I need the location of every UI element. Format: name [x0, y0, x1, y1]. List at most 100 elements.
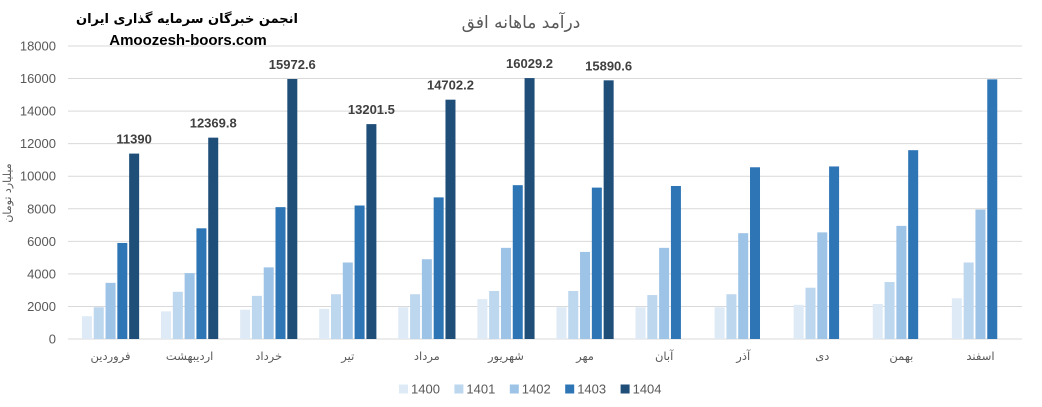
bar-series-1400-month-9 — [714, 307, 725, 339]
bar-series-1403-month-11 — [908, 150, 919, 339]
data-label-series-1404-month-5: 14702.2 — [427, 78, 474, 93]
bar-series-1404-month-5 — [445, 99, 456, 340]
y-tick-label: 14000 — [20, 104, 56, 119]
x-tick-label-month-9: آذر — [735, 349, 751, 364]
bar-series-1403-month-2 — [196, 228, 207, 339]
bar-series-1400-month-5 — [398, 307, 409, 339]
bar-series-1403-month-9 — [750, 167, 761, 339]
legend-label-1404: 1404 — [633, 382, 662, 397]
bar-series-1402-month-1 — [105, 282, 116, 339]
x-tick-label-month-1: فروردین — [91, 349, 131, 364]
y-tick-label: 10000 — [20, 169, 56, 184]
data-label-series-1404-month-6: 16029.2 — [506, 56, 553, 71]
bar-series-1404-month-2 — [208, 137, 219, 339]
bar-series-1401-month-7 — [568, 290, 579, 339]
bar-series-1401-month-8 — [647, 295, 658, 339]
bar-series-1401-month-12 — [963, 262, 974, 339]
x-tick-labels: فروردین اردیبهشت خرداد تیر مرداد شهریور مهر آبا… — [91, 349, 995, 364]
legend-swatch-1402 — [509, 384, 519, 394]
y-tick-label: 8000 — [27, 201, 56, 216]
data-label-series-1404-month-3: 15972.6 — [269, 57, 316, 72]
bar-series-1403-month-12 — [987, 79, 998, 339]
x-tick-label-month-7: مهر — [575, 349, 594, 364]
data-label-series-1404-month-1: 11390 — [116, 132, 151, 147]
bar-series-1404-month-3 — [287, 79, 298, 340]
bar-series-1400-month-10 — [793, 304, 804, 339]
bar-series-1400-month-1 — [81, 316, 92, 339]
legend-swatch-1403 — [565, 384, 575, 394]
bar-series-1400-month-11 — [872, 304, 883, 339]
bar-series-1403-month-3 — [275, 207, 286, 339]
bar-series-1401-month-10 — [805, 287, 816, 339]
bar-series-1402-month-10 — [817, 232, 828, 339]
bar-series-1403-month-10 — [829, 166, 840, 339]
data-label-series-1404-month-2: 12369.8 — [190, 116, 237, 131]
y-tick-label: 4000 — [27, 266, 56, 281]
y-axis-label: میلیارد تومان — [1, 163, 14, 222]
bar-series-1403-month-4 — [354, 205, 365, 339]
data-label-series-1404-month-4: 13201.5 — [348, 102, 395, 117]
bar-series-1400-month-8 — [635, 307, 646, 339]
bar-series-1400-month-12 — [951, 298, 962, 339]
legend-label-1400: 1400 — [411, 382, 440, 397]
bar-series-1401-month-5 — [410, 294, 421, 339]
x-tick-label-month-2: اردیبهشت — [166, 349, 213, 364]
watermark-org-name: انجمن خبرگان سرمایه گذاری ایران — [76, 11, 298, 27]
bar-series-1400-month-3 — [240, 309, 251, 339]
bar-series-1401-month-9 — [726, 294, 737, 339]
x-tick-label-month-6: شهریور — [487, 349, 524, 364]
bar-series-1401-month-3 — [251, 295, 262, 339]
bar-series-1403-month-8 — [670, 185, 681, 339]
y-tick-label: 18000 — [20, 39, 56, 54]
bar-series-1400-month-4 — [319, 308, 330, 339]
gridlines — [68, 45, 1022, 340]
data-label-series-1404-month-7: 15890.6 — [585, 58, 632, 73]
legend: 1400 1401 1402 1403 1404 — [399, 382, 662, 397]
bar-series-1402-month-7 — [580, 251, 591, 339]
y-tick-labels: 0 2000 4000 6000 8000 10000 12000 14000 16000 180… — [20, 39, 56, 347]
y-tick-label: 6000 — [27, 234, 56, 249]
y-tick-label: 2000 — [27, 299, 56, 314]
x-tick-label-month-4: تیر — [340, 349, 354, 364]
bar-series-1401-month-11 — [884, 282, 895, 339]
watermark-site-url: Amoozesh-boors.com — [109, 32, 267, 49]
bar-series-1400-month-6 — [477, 299, 488, 339]
bar-series-1402-month-4 — [342, 262, 353, 339]
bar-series-1404-month-1 — [129, 153, 140, 339]
legend-label-1401: 1401 — [466, 382, 495, 397]
y-tick-label: 12000 — [20, 136, 56, 151]
legend-label-1403: 1403 — [577, 382, 606, 397]
data-labels: 11390 12369.8 15972.6 13201.5 14702.2 16029.2… — [116, 56, 632, 147]
bar-series-1401-month-6 — [489, 290, 500, 339]
bar-series-1404-month-6 — [524, 78, 535, 339]
x-tick-label-month-5: مرداد — [414, 349, 440, 364]
bar-series-1402-month-11 — [896, 225, 907, 339]
bar-series-1404-month-4 — [366, 124, 377, 339]
bar-series-1402-month-8 — [659, 247, 670, 339]
bar-series-1400-month-7 — [556, 307, 567, 339]
legend-swatch-1401 — [454, 384, 464, 394]
y-tick-label: 16000 — [20, 71, 56, 86]
x-tick-label-month-3: خرداد — [255, 349, 282, 364]
bar-series-1402-month-2 — [184, 273, 195, 339]
legend-label-1402: 1402 — [522, 382, 551, 397]
bar-series-1403-month-7 — [591, 187, 602, 339]
bar-series-1402-month-12 — [975, 209, 986, 339]
bar-series-1400-month-2 — [161, 311, 172, 339]
bar-series-1402-month-5 — [421, 259, 432, 339]
y-tick-label: 0 — [49, 332, 56, 347]
legend-swatch-1400 — [399, 384, 408, 394]
bar-series-1401-month-1 — [93, 307, 104, 339]
bar-series-1402-month-6 — [500, 247, 511, 339]
bar-series-1403-month-6 — [512, 185, 523, 339]
bar-series-1401-month-2 — [172, 291, 183, 339]
x-tick-label-month-8: آبان — [655, 349, 674, 363]
legend-swatch-1404 — [620, 384, 630, 394]
bar-series-1401-month-4 — [330, 294, 341, 339]
bars — [81, 78, 998, 340]
bar-series-1403-month-5 — [433, 197, 444, 339]
bar-series-1403-month-1 — [117, 242, 128, 339]
chart-title: درآمد ماهانه افق — [462, 11, 581, 33]
x-tick-label-month-12: اسفند — [966, 349, 994, 363]
